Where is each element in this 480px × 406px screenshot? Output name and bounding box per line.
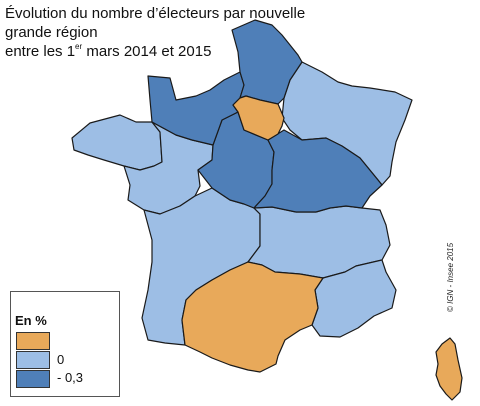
legend-label-negative: - 0,3 — [57, 370, 84, 385]
source-credit: © IGN - Insee 2015 — [446, 242, 455, 312]
legend-swatch-positive — [16, 332, 50, 350]
legend-label-zero: 0 — [57, 352, 65, 367]
map-title: Évolution du nombre d’électeurs par nouv… — [5, 4, 335, 61]
legend-title: En % — [15, 313, 47, 328]
region-hauts-de-france — [231, 19, 303, 105]
region-grand-est — [281, 61, 413, 186]
title-line-2-suffix: mars 2014 et 2015 — [82, 43, 212, 60]
region-corse — [435, 337, 463, 401]
title-line-1: Évolution du nombre d’électeurs par nouv… — [5, 5, 306, 41]
legend: En % 0 - 0,3 — [10, 291, 120, 397]
title-line-2-superscript: er — [75, 42, 83, 51]
region-bretagne — [71, 114, 163, 171]
region-bourgogne-franche-comte — [253, 129, 383, 213]
region-occitanie — [181, 261, 324, 373]
legend-swatch-negative — [16, 370, 50, 388]
legend-swatch-zero — [16, 351, 50, 369]
title-line-2-prefix: entre les 1 — [5, 43, 76, 60]
region-ile-de-france — [232, 95, 285, 141]
